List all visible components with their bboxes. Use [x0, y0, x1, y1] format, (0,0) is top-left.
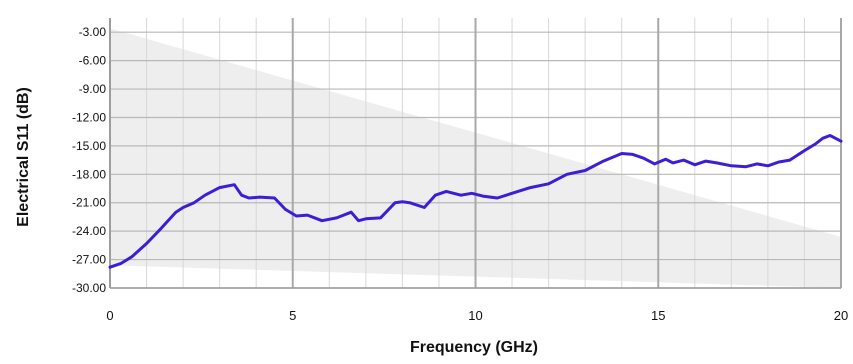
major-gridlines	[109, 18, 842, 289]
y-tick-label: -30.00	[72, 281, 106, 295]
y-axis-title: Electrical S11 (dB)	[15, 87, 32, 227]
y-tick-label: -9.00	[79, 82, 107, 96]
y-tick-label: -3.00	[79, 25, 107, 39]
y-tick-labels: -3.00 -6.00 -9.00 -12.00 -15.00 -18.00 -21.00 -…	[72, 25, 106, 295]
y-tick-label: -21.00	[72, 196, 106, 210]
y-tick-label: -15.00	[72, 139, 106, 153]
x-tick-label: 15	[651, 308, 665, 323]
y-tick-label: -6.00	[79, 54, 107, 68]
x-tick-label: 0	[106, 308, 113, 323]
y-tick-label: -24.00	[72, 224, 106, 238]
y-tick-label: -27.00	[72, 253, 106, 267]
series-layer	[108, 134, 843, 269]
y-tick-label: -18.00	[72, 167, 106, 181]
x-tick-label: 20	[834, 308, 848, 323]
x-axis-title: Frequency (GHz)	[410, 339, 538, 356]
y-tick-label: -12.00	[72, 110, 106, 124]
x-tick-label: 10	[468, 308, 482, 323]
x-tick-label: 5	[289, 308, 296, 323]
series-line	[108, 134, 843, 269]
x-tick-labels: 0 5 10 15 20	[106, 308, 848, 323]
